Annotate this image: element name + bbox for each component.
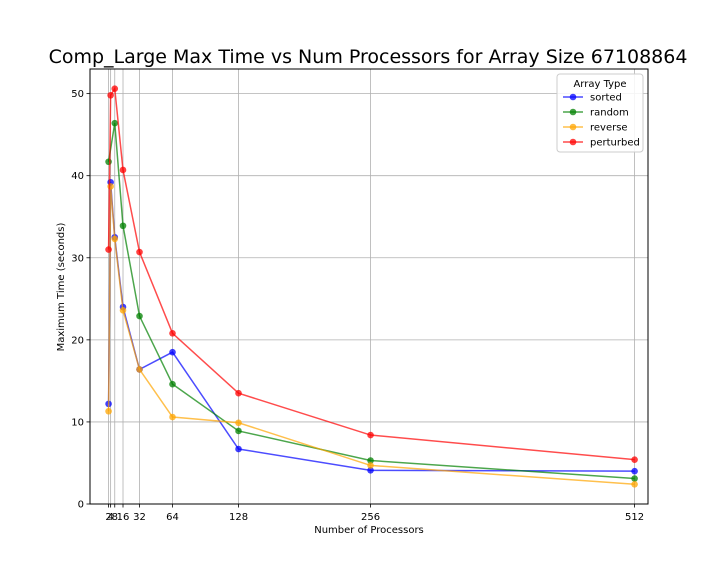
- x-tick-label: 128: [229, 512, 248, 523]
- data-point-perturbed: [235, 389, 242, 397]
- y-tick-label: 0: [78, 500, 84, 511]
- data-point-perturbed: [111, 85, 119, 92]
- series-line-reverse: [107, 186, 635, 486]
- x-tick-label: 32: [133, 512, 146, 523]
- series-reverse: [105, 183, 638, 488]
- x-tick-label: 16: [117, 512, 130, 523]
- data-point-reverse: [367, 462, 374, 469]
- data-point-perturbed: [169, 329, 176, 337]
- grid: [90, 69, 648, 505]
- series-line-perturbed: [107, 86, 635, 461]
- data-point-reverse: [169, 413, 176, 421]
- data-point-reverse: [119, 307, 127, 314]
- legend-marker: [569, 138, 577, 146]
- legend-label: reverse: [590, 123, 628, 134]
- legend-item-random: random: [563, 108, 629, 119]
- data-point-random: [136, 312, 143, 320]
- x-tick-label: 4: [107, 512, 113, 523]
- data-point-random: [119, 222, 127, 230]
- data-point-reverse: [235, 419, 242, 427]
- data-point-random: [235, 427, 242, 435]
- data-point-reverse: [136, 366, 143, 373]
- x-tick-label: 8: [112, 512, 118, 523]
- y-tick-label: 10: [71, 417, 84, 428]
- series-random: [105, 119, 638, 482]
- series-perturbed: [105, 85, 638, 463]
- legend: Array Type sorted random reverse perturbed: [556, 73, 644, 153]
- legend-item-reverse: reverse: [563, 123, 628, 134]
- legend-label: random: [590, 108, 629, 119]
- data-point-perturbed: [136, 248, 143, 256]
- y-axis-label: Maximum Time (seconds): [56, 223, 67, 352]
- data-point-perturbed: [631, 456, 638, 463]
- data-point-perturbed: [119, 166, 127, 174]
- data-point-reverse: [107, 183, 114, 190]
- x-tick-label: 64: [166, 512, 179, 523]
- data-point-random: [169, 380, 176, 388]
- data-point-sorted: [235, 445, 242, 453]
- x-tick-label: 2: [105, 512, 111, 523]
- chart-title: Comp_Large Max Time vs Num Processors fo…: [49, 46, 688, 68]
- data-point-random: [105, 158, 112, 166]
- data-point-perturbed: [107, 91, 114, 99]
- data-point-reverse: [111, 235, 119, 243]
- series-line-random: [107, 123, 635, 480]
- data-point-perturbed: [367, 431, 374, 439]
- y-tick-label: 20: [71, 335, 84, 346]
- legend-marker: [569, 123, 577, 131]
- x-tick-label: 256: [361, 512, 380, 523]
- legend-marker: [569, 108, 577, 116]
- data-point-reverse: [631, 481, 638, 488]
- y-tick-label: 40: [71, 171, 84, 182]
- y-tick-label: 30: [71, 253, 84, 264]
- x-tick-label: 512: [625, 512, 644, 523]
- series-sorted: [105, 178, 638, 475]
- data-point-perturbed: [105, 246, 112, 253]
- plot-frame: [89, 68, 649, 505]
- y-tick-label: 50: [71, 89, 84, 100]
- data-point-reverse: [105, 407, 112, 415]
- data-point-sorted: [169, 348, 176, 356]
- legend-label: perturbed: [590, 138, 640, 149]
- data-point-random: [111, 119, 119, 127]
- data-point-random: [367, 457, 374, 464]
- data-point-sorted: [367, 467, 374, 474]
- legend-marker: [569, 93, 577, 101]
- data-point-sorted: [631, 467, 638, 475]
- legend-box: [556, 73, 644, 153]
- legend-title: Array Type: [573, 79, 626, 90]
- legend-label: sorted: [590, 93, 622, 104]
- series: [105, 85, 638, 488]
- legend-item-perturbed: perturbed: [563, 138, 640, 149]
- data-point-random: [631, 475, 638, 482]
- series-line-sorted: [107, 182, 635, 472]
- x-axis-label: Number of Processors: [314, 525, 424, 536]
- legend-item-sorted: sorted: [563, 93, 622, 104]
